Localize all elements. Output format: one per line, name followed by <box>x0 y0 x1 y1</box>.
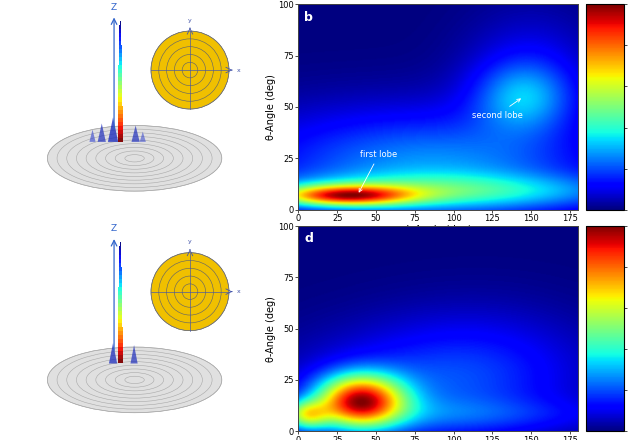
Bar <box>118 138 123 142</box>
Bar <box>118 307 122 311</box>
X-axis label: Φ-Angle (deg): Φ-Angle (deg) <box>404 225 472 235</box>
Bar <box>119 37 122 41</box>
Bar <box>119 254 121 259</box>
Bar <box>118 311 122 315</box>
Bar <box>118 57 122 61</box>
Bar <box>118 81 122 85</box>
Bar <box>118 339 123 343</box>
Text: b: b <box>304 11 313 24</box>
Polygon shape <box>89 129 96 142</box>
Bar <box>118 299 122 303</box>
Text: first lobe: first lobe <box>359 150 398 192</box>
Bar <box>118 295 122 299</box>
Bar <box>118 85 122 89</box>
Ellipse shape <box>47 347 222 413</box>
Bar <box>120 242 121 246</box>
Text: d: d <box>304 232 313 245</box>
Bar <box>118 303 122 307</box>
Bar <box>119 271 122 275</box>
Bar <box>118 331 123 335</box>
Text: Z: Z <box>111 224 117 233</box>
Bar <box>120 25 121 29</box>
Bar <box>118 347 123 352</box>
Bar <box>118 114 123 117</box>
Bar <box>118 352 123 356</box>
Bar <box>119 29 121 33</box>
Bar <box>118 98 122 102</box>
Bar <box>119 49 122 53</box>
Bar <box>119 263 122 267</box>
Bar <box>118 126 123 130</box>
Bar <box>118 279 122 283</box>
Bar <box>119 33 121 37</box>
Bar <box>118 275 122 279</box>
Bar <box>118 53 122 57</box>
Bar <box>118 335 123 339</box>
Text: c: c <box>47 224 54 237</box>
Bar <box>118 359 123 363</box>
Polygon shape <box>109 343 117 363</box>
Circle shape <box>151 253 229 330</box>
Bar <box>118 89 122 93</box>
Circle shape <box>151 31 229 109</box>
Text: y: y <box>188 239 192 245</box>
Bar <box>118 61 122 65</box>
Bar <box>120 21 121 25</box>
Bar <box>119 267 122 271</box>
Polygon shape <box>130 345 138 363</box>
Polygon shape <box>140 132 146 142</box>
Bar <box>118 343 123 347</box>
Bar <box>120 246 121 250</box>
Bar <box>118 102 122 106</box>
Bar <box>118 122 123 126</box>
Bar <box>118 319 122 323</box>
Bar <box>118 93 122 98</box>
Bar <box>118 69 122 73</box>
Y-axis label: θ-Angle (deg): θ-Angle (deg) <box>266 74 277 140</box>
Text: second lobe: second lobe <box>472 99 522 120</box>
Bar <box>119 41 122 45</box>
Bar <box>118 315 122 319</box>
Bar <box>118 134 123 138</box>
Bar <box>118 323 122 327</box>
Bar <box>118 130 123 134</box>
Text: a: a <box>47 3 55 15</box>
Text: y: y <box>188 18 192 23</box>
Bar <box>118 73 122 77</box>
Bar <box>118 356 123 359</box>
Polygon shape <box>132 125 140 142</box>
Polygon shape <box>98 123 106 142</box>
Bar <box>118 291 122 295</box>
Bar <box>118 287 122 291</box>
Polygon shape <box>108 117 118 142</box>
Bar <box>118 106 122 110</box>
Text: x: x <box>237 68 241 73</box>
Text: x: x <box>237 289 241 294</box>
Bar <box>118 110 123 114</box>
Bar <box>118 327 122 331</box>
Bar <box>119 45 122 49</box>
Bar <box>118 117 123 122</box>
Y-axis label: θ-Angle (deg): θ-Angle (deg) <box>266 296 277 362</box>
Ellipse shape <box>47 125 222 191</box>
Bar <box>119 250 121 254</box>
Bar <box>118 65 122 69</box>
Text: Z: Z <box>111 3 117 11</box>
Bar <box>118 77 122 81</box>
Bar <box>118 283 122 287</box>
Bar <box>119 259 122 263</box>
